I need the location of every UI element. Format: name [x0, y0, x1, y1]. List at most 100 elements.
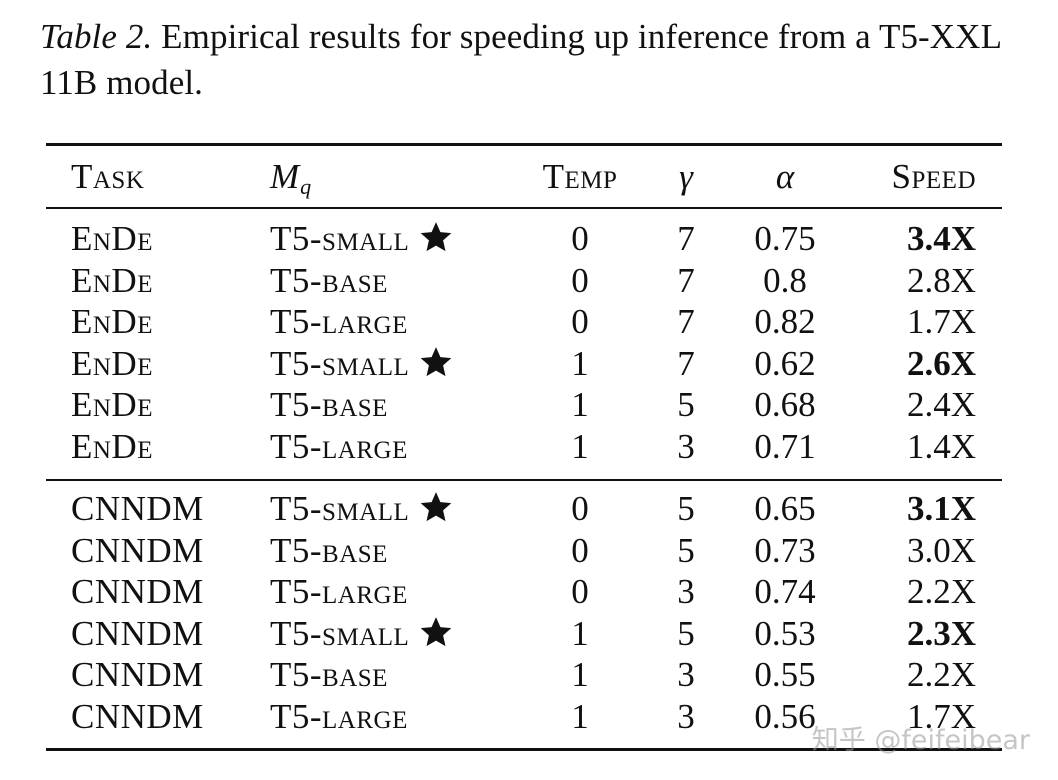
table-row: EnDe T5-base 0 7 0.8 2.8X — [0, 260, 1058, 302]
cell-speed: 3.1X — [906, 489, 976, 528]
cell-task: CNNDM — [71, 613, 204, 653]
cell-mq: T5-small — [270, 613, 453, 655]
cell-task: EnDe — [71, 385, 153, 425]
cell-mq-label: T5-large — [270, 697, 408, 736]
cell-mq: T5-large — [270, 571, 408, 613]
table-row: EnDe T5-base 1 5 0.68 2.4X — [0, 384, 1058, 426]
cell-speed: 2.8X — [906, 260, 976, 300]
cell-gamma-value: 3 — [677, 697, 695, 736]
cell-mq-label: T5-small — [270, 489, 410, 528]
cell-task: EnDe — [71, 260, 153, 300]
table-row: EnDe T5-small 1 7 0.62 2.6X — [0, 343, 1058, 385]
cell-gamma-value: 3 — [677, 427, 695, 466]
header-alpha-label: α — [775, 157, 795, 196]
header-speed: Speed — [891, 157, 976, 196]
cell-mq-label: T5-large — [270, 302, 408, 342]
cell-alpha-value: 0.65 — [754, 489, 816, 528]
cell-speed: 3.0X — [906, 530, 976, 570]
cell-gamma-value: 5 — [677, 613, 695, 653]
table-header-rule — [46, 207, 1002, 209]
cell-speed: 1.4X — [906, 427, 976, 466]
cell-alpha-value: 0.73 — [754, 530, 816, 570]
cell-speed: 1.7X — [906, 697, 976, 736]
cell-gamma-value: 5 — [677, 489, 695, 528]
cell-alpha-value: 0.71 — [754, 427, 816, 466]
cell-temp-value: 1 — [571, 655, 589, 695]
cell-mq: T5-base — [270, 654, 388, 696]
cell-gamma-value: 7 — [677, 343, 695, 383]
cell-alpha-value: 0.55 — [754, 655, 816, 695]
caption-label: Table 2. — [40, 17, 153, 56]
cell-temp-value: 0 — [571, 572, 589, 612]
cell-mq: T5-small — [270, 488, 453, 530]
table-row: CNNDM T5-base 1 3 0.55 2.2X — [0, 654, 1058, 696]
cell-gamma-value: 7 — [677, 302, 695, 342]
table-row: EnDe T5-small 0 7 0.75 3.4X — [0, 218, 1058, 260]
cell-mq: T5-small — [270, 343, 453, 385]
table-row: CNNDM T5-large 1 3 0.56 1.7X — [0, 696, 1058, 738]
cell-gamma-value: 5 — [677, 385, 695, 425]
cell-mq: T5-base — [270, 530, 388, 572]
star-icon — [419, 615, 453, 649]
header-mq-sub: q — [300, 174, 312, 199]
table-row: CNNDM T5-small 0 5 0.65 3.1X — [0, 488, 1058, 530]
cell-alpha-value: 0.68 — [754, 385, 816, 425]
watermark: 知乎 @feifeibear — [811, 725, 1030, 756]
cell-mq: T5-large — [270, 301, 408, 343]
cell-speed: 2.3X — [906, 613, 976, 653]
cell-mq-label: T5-base — [270, 530, 388, 570]
cell-temp-value: 1 — [571, 427, 589, 466]
star-icon — [419, 490, 453, 524]
cell-mq-label: T5-small — [270, 343, 410, 383]
cell-temp-value: 0 — [571, 260, 589, 300]
cell-task: CNNDM — [71, 572, 204, 612]
star-icon — [419, 345, 453, 379]
cell-temp-value: 0 — [571, 489, 589, 528]
cell-mq-label: T5-base — [270, 385, 388, 425]
header-temp-label: Temp — [542, 157, 618, 196]
cell-temp-value: 1 — [571, 343, 589, 383]
cell-mq-label: T5-small — [270, 219, 410, 258]
cell-temp-value: 1 — [571, 385, 589, 425]
cell-mq: T5-large — [270, 426, 408, 468]
table-group-separator — [46, 479, 1002, 481]
cell-alpha-value: 0.62 — [754, 343, 816, 383]
cell-temp-value: 1 — [571, 613, 589, 653]
table-row: EnDe T5-large 1 3 0.71 1.4X — [0, 426, 1058, 468]
cell-speed: 3.4X — [906, 219, 976, 258]
table-caption: Table 2. Empirical results for speeding … — [40, 14, 1030, 106]
cell-gamma-value: 3 — [677, 572, 695, 612]
header-gamma-label: γ — [679, 157, 693, 196]
cell-task: EnDe — [71, 427, 153, 466]
cell-alpha-value: 0.56 — [754, 697, 816, 736]
cell-task: CNNDM — [71, 697, 204, 736]
table-row: CNNDM T5-base 0 5 0.73 3.0X — [0, 530, 1058, 572]
cell-task: EnDe — [71, 343, 153, 383]
cell-speed: 1.7X — [906, 302, 976, 342]
cell-alpha-value: 0.75 — [754, 219, 816, 258]
cell-task: CNNDM — [71, 489, 204, 528]
cell-speed: 2.2X — [906, 572, 976, 612]
header-mq-main: M — [270, 157, 300, 196]
cell-speed: 2.4X — [906, 385, 976, 425]
cell-mq-label: T5-large — [270, 572, 408, 612]
star-icon — [419, 220, 453, 254]
table-row: EnDe T5-large 0 7 0.82 1.7X — [0, 301, 1058, 343]
header-task: Task — [71, 157, 145, 196]
cell-temp-value: 0 — [571, 530, 589, 570]
cell-mq-label: T5-base — [270, 655, 388, 695]
cell-alpha-value: 0.8 — [763, 260, 807, 300]
cell-temp-value: 0 — [571, 302, 589, 342]
cell-gamma-value: 3 — [677, 655, 695, 695]
table-top-rule — [46, 143, 1002, 146]
cell-temp-value: 1 — [571, 697, 589, 736]
table-row: CNNDM T5-large 0 3 0.74 2.2X — [0, 571, 1058, 613]
cell-gamma-value: 5 — [677, 530, 695, 570]
cell-mq-label: T5-large — [270, 427, 408, 466]
cell-speed: 2.6X — [906, 343, 976, 383]
caption-text: Empirical results for speeding up infere… — [40, 17, 1001, 102]
cell-mq: T5-large — [270, 696, 408, 738]
cell-alpha-value: 0.82 — [754, 302, 816, 342]
table-row: CNNDM T5-small 1 5 0.53 2.3X — [0, 613, 1058, 655]
cell-mq: T5-base — [270, 260, 388, 302]
